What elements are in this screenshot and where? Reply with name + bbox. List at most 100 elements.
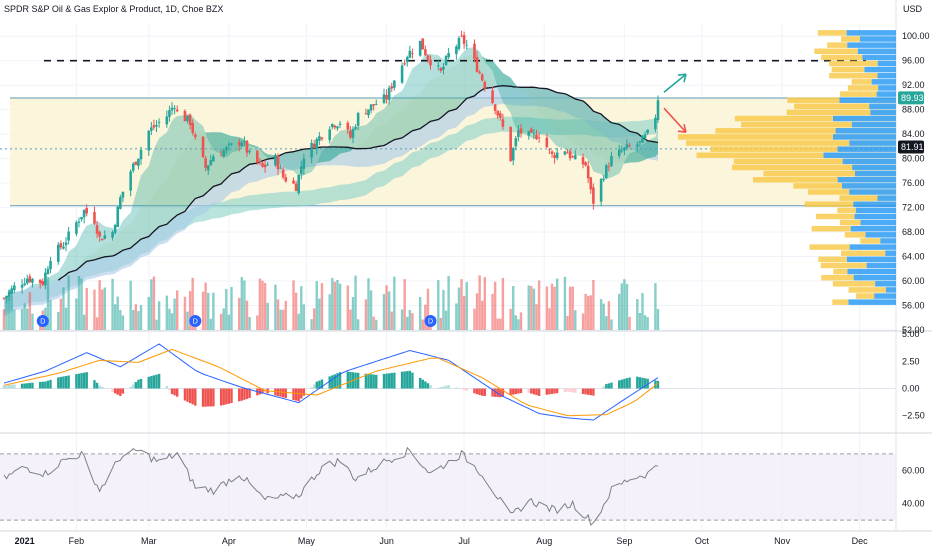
volume-profile-blue bbox=[877, 195, 896, 201]
volume-bar bbox=[281, 309, 285, 330]
volume-bar bbox=[320, 283, 324, 330]
macd-histogram-bar bbox=[509, 388, 512, 396]
volume-bar bbox=[111, 278, 114, 330]
macd-histogram-bar bbox=[566, 388, 569, 392]
candle-body bbox=[584, 162, 587, 166]
macd-histogram-bar bbox=[328, 376, 331, 389]
volume-bar bbox=[623, 279, 626, 330]
candle-body bbox=[113, 225, 117, 233]
price-tick-label: 84.00 bbox=[902, 129, 925, 139]
macd-histogram-bar bbox=[38, 381, 42, 389]
candle-body bbox=[403, 63, 406, 65]
volume-bar bbox=[310, 319, 313, 330]
volume-profile-blue bbox=[876, 91, 896, 97]
time-tick-label: Apr bbox=[222, 536, 236, 546]
volume-bar bbox=[152, 276, 156, 330]
volume-bar bbox=[424, 304, 427, 330]
candle bbox=[426, 54, 430, 64]
candle-body bbox=[64, 242, 68, 246]
rsi-tick-label: 40.00 bbox=[902, 499, 925, 509]
volume-profile-blue bbox=[849, 140, 896, 146]
candle bbox=[206, 165, 210, 175]
volume-bar bbox=[346, 285, 350, 330]
macd-histogram-bar bbox=[111, 388, 114, 393]
candle-body bbox=[553, 154, 556, 159]
candle bbox=[152, 119, 156, 130]
volume-bar bbox=[483, 277, 487, 330]
macd-histogram-bar bbox=[406, 371, 409, 389]
candle bbox=[173, 105, 176, 115]
volume-bar bbox=[654, 283, 657, 330]
macd-histogram-bar bbox=[31, 382, 34, 389]
volume-bar bbox=[129, 280, 132, 330]
macd-histogram-bar bbox=[473, 388, 476, 394]
candle-body bbox=[610, 155, 613, 167]
volume-bar bbox=[382, 294, 386, 330]
volume-profile-yellow bbox=[840, 250, 886, 256]
volume-bar bbox=[75, 298, 78, 330]
volume-profile-blue bbox=[853, 201, 896, 207]
candle bbox=[581, 153, 585, 169]
candle-body bbox=[620, 150, 624, 152]
candle bbox=[44, 268, 47, 290]
macd-histogram-bar bbox=[95, 382, 99, 389]
volume-bar bbox=[426, 288, 430, 330]
macd-histogram-bar bbox=[584, 388, 587, 395]
candle bbox=[499, 110, 502, 121]
candle bbox=[367, 109, 370, 118]
macd-histogram-bar bbox=[121, 388, 125, 394]
volume-bar bbox=[403, 279, 406, 330]
candle-body bbox=[248, 151, 251, 153]
currency-label[interactable]: USD bbox=[903, 4, 923, 14]
macd-histogram-bar bbox=[225, 388, 228, 405]
macd-histogram-bar bbox=[62, 376, 65, 389]
candle-body bbox=[548, 148, 551, 150]
volume-bar bbox=[514, 315, 518, 330]
candle bbox=[77, 217, 81, 228]
candle bbox=[230, 142, 233, 146]
volume-bar bbox=[256, 315, 259, 330]
candle bbox=[20, 279, 24, 294]
candle-body bbox=[318, 136, 321, 141]
candle bbox=[519, 124, 523, 138]
candle-body bbox=[475, 57, 479, 72]
volume-profile-yellow bbox=[686, 140, 850, 146]
volume-bar bbox=[284, 300, 287, 330]
volume-bar bbox=[183, 296, 187, 330]
volume-bar bbox=[393, 276, 396, 330]
candle-body bbox=[641, 135, 644, 143]
macd-histogram-bar bbox=[478, 388, 481, 395]
volume-profile-yellow bbox=[839, 195, 878, 201]
volume-bar bbox=[636, 299, 639, 330]
volume-bar bbox=[457, 287, 461, 330]
volume-bar bbox=[188, 291, 192, 330]
volume-bar bbox=[548, 308, 551, 330]
candle-body bbox=[302, 158, 306, 169]
volume-bar bbox=[530, 286, 533, 330]
volume-profile-yellow bbox=[793, 183, 842, 189]
price-tick-label: 52.00 bbox=[902, 325, 925, 335]
volume-bar bbox=[248, 316, 251, 330]
macd-histogram-bar bbox=[346, 371, 350, 389]
volume-bar bbox=[312, 308, 316, 330]
macd-histogram-bar bbox=[460, 388, 463, 390]
macd-histogram-bar bbox=[150, 376, 153, 389]
volume-bar bbox=[563, 276, 567, 330]
candle bbox=[31, 278, 34, 288]
candle bbox=[385, 89, 388, 104]
macd-histogram-bar bbox=[157, 373, 161, 389]
volume-bar bbox=[555, 278, 559, 330]
macd-histogram-bar bbox=[512, 388, 515, 395]
macd-histogram-bar bbox=[403, 371, 406, 389]
volume-bar bbox=[475, 293, 479, 330]
volume-profile-blue bbox=[833, 115, 896, 122]
candle bbox=[328, 126, 332, 144]
candle bbox=[256, 149, 259, 165]
macd-histogram-bar bbox=[46, 380, 50, 389]
time-tick-label: May bbox=[298, 536, 316, 546]
candle bbox=[82, 209, 86, 224]
volume-bar bbox=[186, 311, 189, 330]
candle-body bbox=[638, 141, 642, 143]
macd-histogram-bar bbox=[41, 381, 44, 389]
